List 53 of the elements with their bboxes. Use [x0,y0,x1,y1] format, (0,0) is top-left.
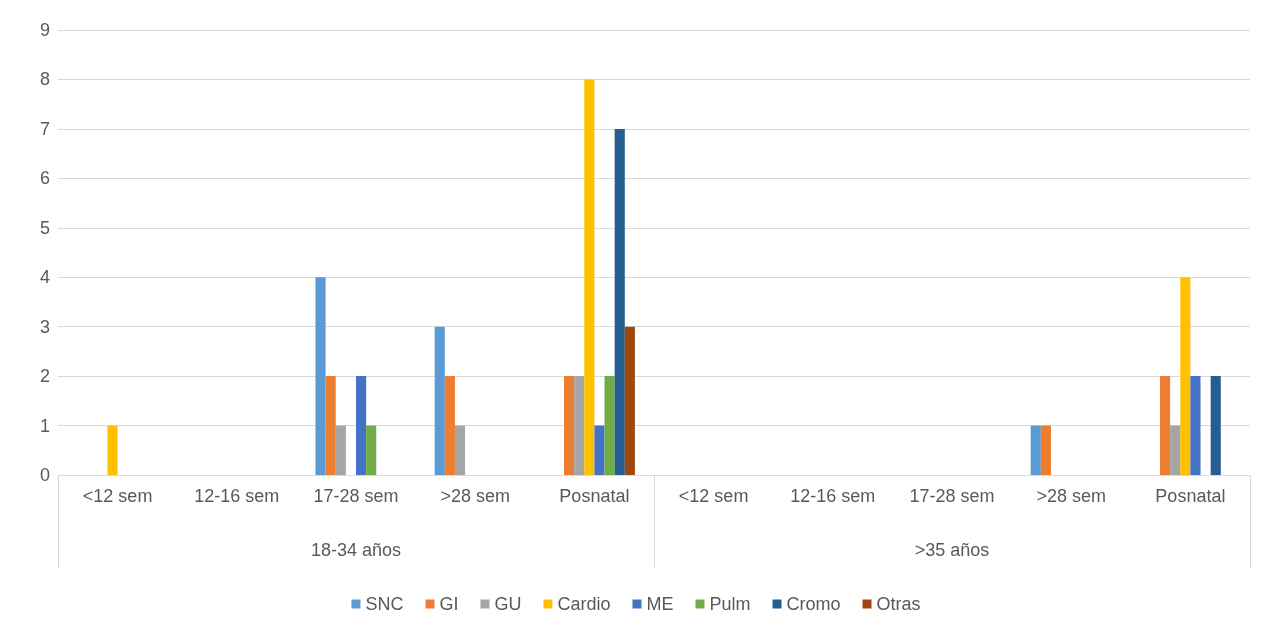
bar [454,425,466,475]
legend-label: GI [439,594,459,614]
x-tick-label: >28 sem [440,486,510,506]
x-tick-label: <12 sem [82,486,153,506]
bar [584,79,595,475]
text: 18-34 años [310,540,402,560]
legend-label: GU [494,594,522,614]
bar [614,128,625,475]
bar [1170,425,1181,475]
bar [604,376,615,475]
x-tick-label: >28 sem [1036,486,1106,506]
bar [315,277,326,475]
x-tick-label: 12-16 sem [194,486,280,506]
bar [1160,376,1171,475]
y-tick-label: 8 [39,69,50,90]
bar [1210,376,1221,475]
x-tick-label: Posnatal [559,486,630,506]
x-tick-label: Posnatal [1155,486,1226,506]
y-tick-label: 2 [39,366,50,387]
bar [444,376,455,475]
bar [356,376,367,475]
bar [107,425,118,475]
x-tick-label: 17-28 sem [909,486,995,506]
y-tick-label: 3 [39,316,50,337]
bar [1030,425,1041,475]
y-tick-label: 5 [39,217,50,238]
x-tick-label: <12 sem [678,486,749,506]
legend-label: Cromo [786,594,841,614]
y-tick-label: 6 [39,168,50,189]
bar [1190,376,1201,475]
text: >35 años [914,540,990,560]
bar [434,326,445,475]
legend-label: SNC [365,594,404,614]
y-tick-label: 4 [39,267,50,288]
x-tick-label: 12-16 sem [790,486,876,506]
legend-label: Pulm [709,594,751,614]
bar [335,425,346,475]
bar [564,376,575,475]
x-tick-label: 17-28 sem [313,486,399,506]
y-tick-label: 9 [39,20,50,40]
bar [624,326,635,475]
y-tick-label: 0 [39,465,50,485]
legend-label: Cardio [557,594,611,614]
bar [1040,425,1051,475]
y-tick-label: 1 [39,415,50,436]
legend-label: ME [646,594,674,614]
bar [325,376,336,475]
bar [574,376,585,475]
y-tick-label: 7 [39,118,50,139]
legend-label: Otras [876,594,921,614]
bar [594,425,605,475]
bar [366,425,377,475]
bar [1180,277,1191,475]
